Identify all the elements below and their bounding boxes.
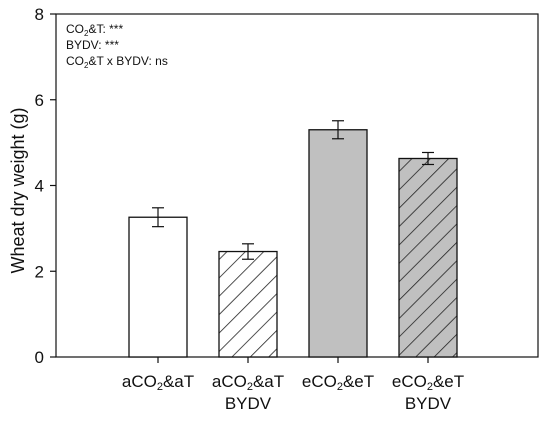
y-tick-label: 8 bbox=[35, 5, 44, 24]
bars-group bbox=[128, 129, 458, 358]
y-tick-label: 6 bbox=[35, 91, 44, 110]
bar-fill bbox=[129, 217, 187, 357]
stat-annotation: CO2&T x BYDV: ns bbox=[66, 54, 168, 70]
x-category-label: BYDV bbox=[405, 394, 452, 413]
y-axis-title: Wheat dry weight (g) bbox=[8, 107, 28, 273]
x-category-label: aCO2&aT bbox=[212, 372, 284, 393]
x-category-label: eCO2&eT bbox=[302, 372, 374, 393]
stat-annotation: CO2&T: *** bbox=[66, 22, 123, 38]
bar-hatch bbox=[399, 158, 457, 357]
x-category-label: BYDV bbox=[225, 394, 272, 413]
x-category-label: aCO2&aT bbox=[122, 372, 194, 393]
error-bars-group bbox=[152, 120, 434, 260]
y-tick-label: 2 bbox=[35, 262, 44, 281]
axes-group: 0 2 4 6 8 Wheat dry weight (g) bbox=[8, 5, 429, 367]
stat-annotation: BYDV: *** bbox=[66, 38, 119, 52]
y-tick-label: 4 bbox=[35, 177, 44, 196]
y-tick-label: 0 bbox=[35, 348, 44, 367]
x-category-label: eCO2&eT bbox=[392, 372, 464, 393]
bar-hatch bbox=[219, 251, 277, 357]
bar-fill bbox=[309, 129, 367, 357]
